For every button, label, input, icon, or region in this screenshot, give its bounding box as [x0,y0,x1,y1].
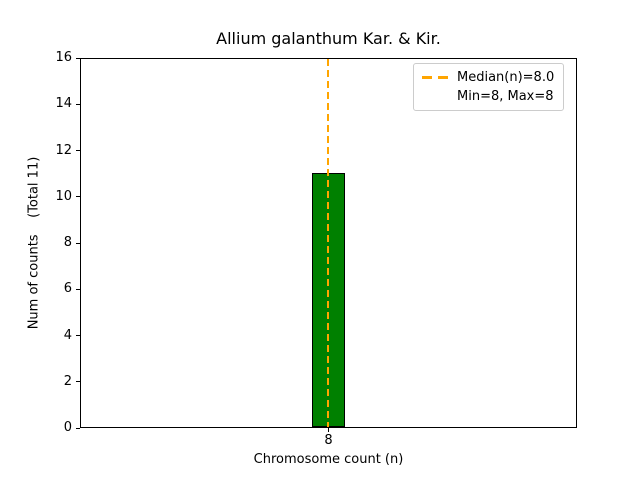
y-tick-mark [76,427,80,429]
legend-empty-handle [422,95,449,98]
y-tick-label: 12 [55,142,72,158]
legend-entry: Median(n)=8.0 [422,68,554,87]
legend-label: Median(n)=8.0 [457,70,555,85]
y-tick-label: 16 [55,50,72,65]
y-tick-mark [76,196,80,198]
y-tick-mark [76,381,80,383]
y-tick-label: 8 [63,235,72,250]
legend-dashed-line-icon [422,76,449,79]
legend-entry: Min=8, Max=8 [422,87,554,106]
legend-entries: Median(n)=8.0 Min=8, Max=8 [422,68,554,106]
legend-label: Min=8, Max=8 [457,89,554,104]
plot-area [80,58,577,428]
chart-title: Allium galanthum Kar. & Kir. [216,29,441,48]
y-tick-mark [76,288,80,290]
median-line [327,59,329,427]
y-tick-mark [76,150,80,151]
y-tick-label: 4 [63,327,72,343]
y-tick-label: 6 [63,281,72,297]
y-tick-mark [76,242,80,244]
x-axis-label: Chromosome count (n) [253,452,404,467]
y-tick-label: 2 [63,373,72,389]
y-tick-label: 0 [63,420,72,435]
y-tick-mark [76,335,80,336]
x-tick-label: 8 [324,433,333,448]
legend: Median(n)=8.0 Min=8, Max=8 [413,63,565,111]
y-tick-mark [76,103,80,105]
y-tick-mark [76,57,80,59]
x-tick-mark [328,428,329,432]
y-tick-label: 14 [55,96,72,112]
y-tick-label: 10 [55,188,72,204]
